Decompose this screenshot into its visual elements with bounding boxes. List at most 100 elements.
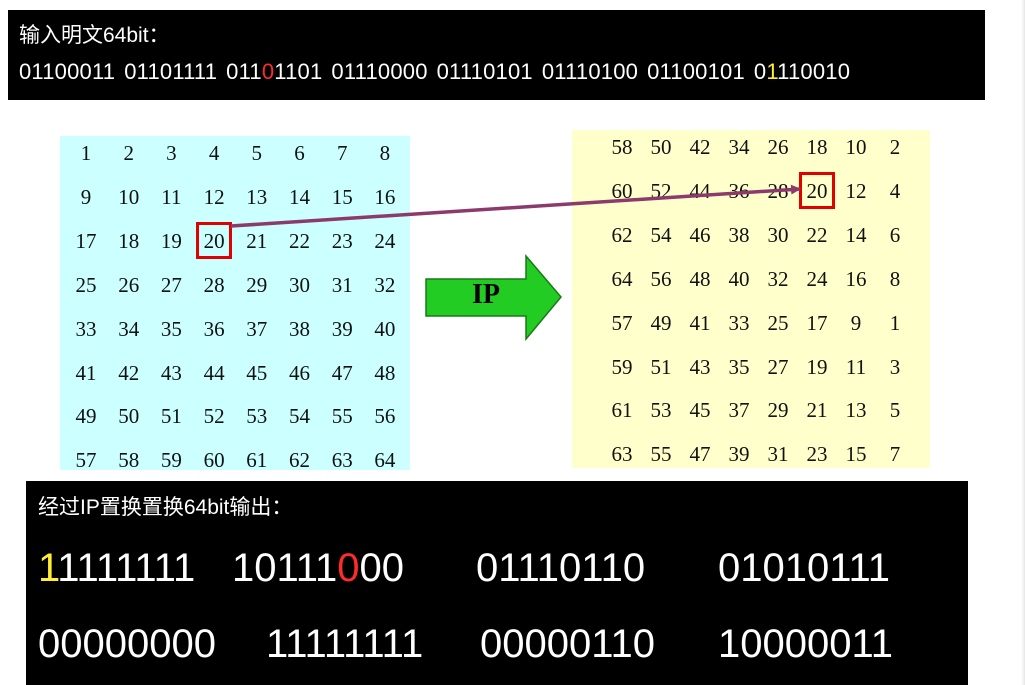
table-cell: 53 xyxy=(650,398,672,423)
plaintext-input-panel: 输入明文64bit： 01100011 01101111 01101101 01110… xyxy=(8,10,985,100)
table-cell: 49 xyxy=(650,310,672,335)
table-cell: 15 xyxy=(845,442,867,467)
table-cell: 30 xyxy=(289,272,310,297)
table-cell: 59 xyxy=(160,448,182,473)
table-cell: 14 xyxy=(845,222,867,247)
table-cell: 20 xyxy=(806,178,828,203)
output-byte: 01110110 xyxy=(476,545,645,591)
highlighted-bit: 0 xyxy=(337,546,360,590)
table-cell: 37 xyxy=(246,316,268,341)
table-cell: 33 xyxy=(75,316,97,341)
table-cell: 25 xyxy=(75,272,97,297)
input-byte: 01101111 xyxy=(124,59,217,84)
bit-segment: 01100101 xyxy=(647,59,745,84)
table-cell: 10 xyxy=(118,184,140,209)
table-cell: 16 xyxy=(374,184,396,209)
input-byte: 01110101 xyxy=(437,59,533,84)
table-cell: 27 xyxy=(160,272,182,297)
table-cell: 48 xyxy=(374,360,396,385)
table-cell: 34 xyxy=(728,135,750,159)
table-cell: 57 xyxy=(75,448,97,473)
input-byte: 01101101 xyxy=(226,59,322,84)
table-cell: 61 xyxy=(246,448,268,473)
table-cell: 26 xyxy=(118,272,140,297)
table-cell: 12 xyxy=(203,184,225,209)
bit-segment: 1101 xyxy=(274,59,323,84)
ip-arrow-label: IP xyxy=(472,279,500,310)
table-cell: 31 xyxy=(331,272,353,297)
table-cell: 56 xyxy=(374,404,396,429)
bit-segment: 01110000 xyxy=(331,59,428,84)
table-cell: 56 xyxy=(650,266,672,291)
input-title: 输入明文64bit： xyxy=(19,24,170,47)
table-cell: 39 xyxy=(331,316,353,341)
highlighted-bit: 1 xyxy=(766,59,778,84)
bit-segment: 00 xyxy=(359,546,405,590)
table-cell: 31 xyxy=(767,442,789,467)
table-cell: 51 xyxy=(160,404,182,429)
highlighted-bit: 1 xyxy=(38,546,58,590)
table-cell: 15 xyxy=(331,184,353,209)
table-cell: 49 xyxy=(75,404,97,429)
table-cell: 3 xyxy=(166,141,177,165)
table-cell: 28 xyxy=(767,178,789,203)
output-title: 经过IP置换置换64bit输出： xyxy=(38,496,293,519)
table-cell: 44 xyxy=(203,360,225,385)
table-cell: 12 xyxy=(845,178,867,203)
table-cell: 42 xyxy=(118,360,140,385)
input-byte: 01110100 xyxy=(542,59,638,84)
table-cell: 42 xyxy=(689,135,711,159)
input-byte: 01100011 xyxy=(19,59,115,84)
table-cell: 38 xyxy=(728,222,750,247)
table-cell: 21 xyxy=(806,398,828,423)
table-cell: 6 xyxy=(294,141,305,165)
bit-segment: 110010 xyxy=(777,59,851,84)
bit-segment: 01110110 xyxy=(476,546,646,590)
table-cell: 9 xyxy=(850,310,862,335)
table-cell: 23 xyxy=(331,228,353,253)
output-byte: 10000011 xyxy=(718,621,893,667)
table-cell: 11 xyxy=(845,354,867,379)
table-cell: 17 xyxy=(75,228,97,253)
table-cell: 46 xyxy=(289,360,310,385)
table-cell: 9 xyxy=(80,184,92,209)
table-cell: 35 xyxy=(728,354,750,379)
bit-segment: 01110101 xyxy=(436,59,533,84)
table-cell: 45 xyxy=(246,360,268,385)
page-edge xyxy=(1021,0,1025,685)
table-cell: 18 xyxy=(806,135,828,159)
table-cell: 43 xyxy=(689,354,711,379)
table-cell: 21 xyxy=(246,228,268,253)
table-cell: 10 xyxy=(845,135,867,159)
table-cell: 52 xyxy=(203,404,225,429)
table-cell: 35 xyxy=(160,316,182,341)
table-cell: 24 xyxy=(806,266,828,291)
table-cell: 4 xyxy=(208,141,220,165)
output-byte: 00000110 xyxy=(480,621,655,667)
table-cell: 39 xyxy=(728,442,750,467)
table-cell: 5 xyxy=(889,398,901,423)
table-cell: 55 xyxy=(650,442,672,467)
table-cell: 1 xyxy=(80,141,92,165)
input-bit-string: 01100011 01101111 01101101 01110000 01110101… xyxy=(19,57,985,87)
table-cell: 3 xyxy=(889,354,901,379)
output-byte: 00000000 xyxy=(38,621,216,667)
table-cell: 43 xyxy=(160,360,182,385)
table-cell: 41 xyxy=(75,360,97,385)
bit-segment: 011 xyxy=(226,59,262,84)
highlight-box xyxy=(799,171,835,209)
table-cell: 16 xyxy=(845,266,867,291)
table-cell: 24 xyxy=(374,228,396,253)
table-cell: 7 xyxy=(336,141,348,165)
table-cell: 5 xyxy=(251,141,263,165)
table-cell: 58 xyxy=(118,448,140,473)
highlighted-bit: 0 xyxy=(261,59,275,84)
table-cell: 26 xyxy=(767,135,789,159)
output-byte: 10111000 xyxy=(232,545,404,591)
output-byte: 11111111 xyxy=(266,621,423,667)
bit-segment: 00000000 xyxy=(38,622,216,666)
table-cell: 25 xyxy=(767,310,789,335)
table-cell: 40 xyxy=(374,316,396,341)
table-cell: 44 xyxy=(689,178,711,203)
table-cell: 62 xyxy=(611,222,633,247)
